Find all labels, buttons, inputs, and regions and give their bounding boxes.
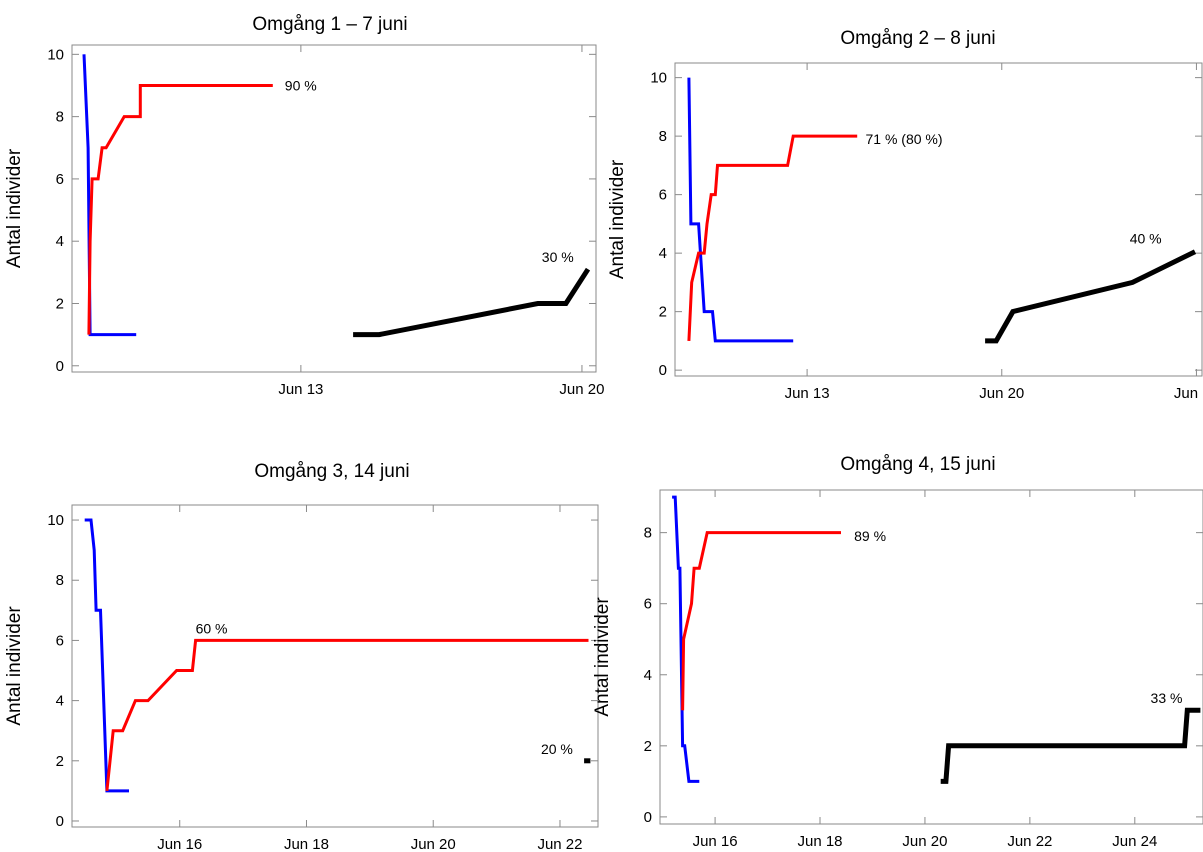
x-tick-label: Jun 20 [559,381,604,398]
series-line-2 [105,638,589,792]
y-tick-label: 6 [659,187,667,204]
y-axis-label: Antal individer [607,159,628,279]
y-tick-label: 2 [644,738,652,755]
chart-panel-1: Omgång 1 – 7 juni Antal individer 0 2 4 6 8 10 J… [4,14,604,398]
y-tick-label: 2 [659,304,667,321]
x-tick-label: Jun 16 [157,836,202,852]
y-axis-label: Antal individer [4,606,25,726]
x-tick-label: Jun 20 [979,385,1024,402]
chart-panel-4: Omgång 4, 15 juni Antal individer 0 2 4 6 8 Jun… [592,454,1203,850]
plot-frame [659,489,1203,825]
y-tick-label: 10 [47,46,64,63]
x-tick-label: Jun 13 [278,381,323,398]
percent-annotation: 60 % [196,620,228,636]
y-tick-label: 8 [659,128,667,145]
plot-frame [71,504,599,828]
percent-annotation: 30 % [542,249,574,265]
x-tick-label: Jun 16 [693,833,738,850]
percent-annotation: 71 % (80 %) [865,131,942,147]
series-line-1 [84,518,129,793]
y-tick-label: 10 [47,512,64,529]
series-line-3 [940,707,1201,784]
series-line-1 [687,77,794,343]
x-tick-label: Jun 18 [284,836,329,852]
y-tick-label: 0 [659,362,667,379]
plot-frame [71,44,597,373]
percent-annotation: 90 % [285,77,317,93]
percent-annotation: 40 % [1130,231,1162,247]
chart-panel-3: Omgång 3, 14 juni Antal individer 0 2 4 6 8 10 J… [4,461,599,852]
y-tick-label: 4 [644,667,652,684]
series-line-1 [672,495,700,783]
chart-title: Omgång 3, 14 juni [254,461,409,482]
series-line-2 [687,134,858,341]
y-tick-label: 4 [56,693,64,710]
x-tick-label: Jun 24 [1112,833,1157,850]
percent-annotation: 20 % [541,741,573,757]
x-tick-label: Jun 18 [797,833,842,850]
x-tick-label: Jun 13 [785,385,830,402]
y-tick-label: 10 [650,70,667,87]
y-tick-label: 6 [56,171,64,188]
x-tick-label: Jun 20 [411,836,456,852]
y-tick-label: 8 [56,572,64,589]
y-axis-label: Antal individer [592,597,613,717]
y-tick-label: 6 [56,632,64,649]
x-tick-label: Jun 22 [537,836,582,852]
chart-title: Omgång 1 – 7 juni [252,14,407,35]
chart-panel-2: Omgång 2 – 8 juni Antal individer 0 2 4 6 8 10 J… [607,28,1203,402]
x-tick-label: Jun 27 [1174,385,1203,402]
chart-title: Omgång 2 – 8 juni [840,28,995,49]
series-line-2 [87,84,273,335]
y-tick-label: 4 [56,233,64,250]
y-tick-label: 2 [56,295,64,312]
series-line-2 [681,531,841,711]
y-tick-label: 0 [56,813,64,830]
percent-annotation: 89 % [854,528,886,544]
plot-frame [674,62,1203,377]
y-tick-label: 8 [56,109,64,126]
y-axis-label: Antal individer [4,148,25,268]
y-tick-label: 2 [56,753,64,770]
series-line-3 [985,249,1197,344]
y-tick-label: 6 [644,596,652,613]
x-tick-label: Jun 22 [1007,833,1052,850]
series-line-3 [353,267,591,338]
x-tick-label: Jun 20 [902,833,947,850]
chart-title: Omgång 4, 15 juni [840,454,995,475]
y-tick-label: 0 [56,358,64,375]
y-tick-label: 4 [659,245,667,262]
y-tick-label: 0 [644,809,652,826]
percent-annotation: 33 % [1151,690,1183,706]
y-tick-label: 8 [644,525,652,542]
